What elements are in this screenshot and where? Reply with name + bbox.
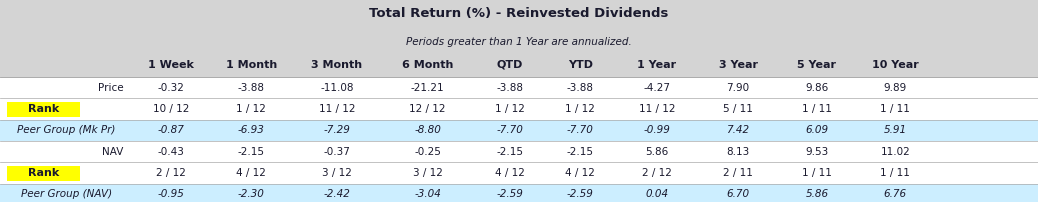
Text: 1 / 11: 1 / 11 (802, 104, 831, 114)
Text: 3 Year: 3 Year (718, 60, 758, 69)
Text: Periods greater than 1 Year are annualized.: Periods greater than 1 Year are annualiz… (406, 37, 632, 47)
Text: 1 / 11: 1 / 11 (802, 168, 831, 178)
Text: 3 / 12: 3 / 12 (322, 168, 352, 178)
Text: -0.87: -0.87 (158, 125, 185, 135)
Text: -6.93: -6.93 (238, 125, 265, 135)
Text: -0.95: -0.95 (158, 189, 185, 200)
Text: 2 / 11: 2 / 11 (723, 168, 753, 178)
Text: Rank: Rank (28, 168, 59, 178)
Bar (0, 98, 1038, 120)
Bar (6, 166, 80, 181)
Text: -3.88: -3.88 (238, 83, 265, 93)
Text: -3.04: -3.04 (414, 189, 441, 200)
Text: 4 / 12: 4 / 12 (495, 168, 524, 178)
Text: -21.21: -21.21 (411, 83, 444, 93)
Bar (0, 141, 1038, 162)
Text: -0.99: -0.99 (644, 125, 671, 135)
Text: -7.70: -7.70 (496, 125, 523, 135)
Text: 7.90: 7.90 (727, 83, 749, 93)
Text: 5.91: 5.91 (883, 125, 907, 135)
Text: 0.04: 0.04 (646, 189, 668, 200)
Text: QTD: QTD (496, 60, 523, 69)
Text: YTD: YTD (568, 60, 593, 69)
Bar (0, 0, 1038, 33)
Text: 1 Month: 1 Month (225, 60, 277, 69)
Text: 3 Month: 3 Month (311, 60, 362, 69)
Text: 2 / 12: 2 / 12 (643, 168, 672, 178)
Text: 5.86: 5.86 (805, 189, 828, 200)
Text: -0.25: -0.25 (414, 147, 441, 157)
Text: 1 Year: 1 Year (637, 60, 677, 69)
Text: -2.30: -2.30 (238, 189, 265, 200)
Bar (0, 184, 1038, 202)
Text: -2.59: -2.59 (567, 189, 594, 200)
Bar (0, 33, 1038, 52)
Text: 11.02: 11.02 (880, 147, 910, 157)
Text: Total Return (%) - Reinvested Dividends: Total Return (%) - Reinvested Dividends (370, 7, 668, 20)
Text: 1 / 12: 1 / 12 (237, 104, 266, 114)
Text: 11 / 12: 11 / 12 (319, 104, 355, 114)
Bar (0, 52, 1038, 77)
Text: 6.70: 6.70 (727, 189, 749, 200)
Text: 5 Year: 5 Year (797, 60, 837, 69)
Text: 10 / 12: 10 / 12 (153, 104, 190, 114)
Text: 9.53: 9.53 (805, 147, 828, 157)
Text: -3.88: -3.88 (567, 83, 594, 93)
Text: 1 / 11: 1 / 11 (880, 104, 910, 114)
Text: 1 / 11: 1 / 11 (880, 168, 910, 178)
Text: 1 Week: 1 Week (148, 60, 194, 69)
Text: -2.15: -2.15 (238, 147, 265, 157)
Text: 6 Month: 6 Month (402, 60, 454, 69)
Text: 9.89: 9.89 (883, 83, 907, 93)
Text: -11.08: -11.08 (320, 83, 354, 93)
Text: 10 Year: 10 Year (872, 60, 919, 69)
Text: -2.15: -2.15 (567, 147, 594, 157)
Text: -7.70: -7.70 (567, 125, 594, 135)
Bar (0, 77, 1038, 98)
Text: -2.15: -2.15 (496, 147, 523, 157)
Text: 9.86: 9.86 (805, 83, 828, 93)
Text: 12 / 12: 12 / 12 (409, 104, 446, 114)
Text: -3.88: -3.88 (496, 83, 523, 93)
Text: Rank: Rank (28, 104, 59, 114)
Text: 4 / 12: 4 / 12 (237, 168, 266, 178)
Text: -2.59: -2.59 (496, 189, 523, 200)
Text: 8.13: 8.13 (727, 147, 749, 157)
Text: 6.76: 6.76 (883, 189, 907, 200)
Text: -8.80: -8.80 (414, 125, 441, 135)
Text: 3 / 12: 3 / 12 (413, 168, 442, 178)
Text: 1 / 12: 1 / 12 (495, 104, 524, 114)
Text: 1 / 12: 1 / 12 (566, 104, 595, 114)
Text: 6.09: 6.09 (805, 125, 828, 135)
Text: Price: Price (98, 83, 124, 93)
Text: 2 / 12: 2 / 12 (157, 168, 186, 178)
Text: 11 / 12: 11 / 12 (638, 104, 676, 114)
Text: -4.27: -4.27 (644, 83, 671, 93)
Text: -0.43: -0.43 (158, 147, 185, 157)
Text: -0.32: -0.32 (158, 83, 185, 93)
Text: 7.42: 7.42 (727, 125, 749, 135)
Text: 5 / 11: 5 / 11 (723, 104, 753, 114)
Bar (6, 102, 80, 117)
Text: Peer Group (NAV): Peer Group (NAV) (21, 189, 112, 200)
Text: 5.86: 5.86 (646, 147, 668, 157)
Bar (0, 162, 1038, 184)
Text: -7.29: -7.29 (324, 125, 350, 135)
Text: -2.42: -2.42 (324, 189, 350, 200)
Bar (0, 120, 1038, 141)
Text: -0.37: -0.37 (324, 147, 350, 157)
Text: NAV: NAV (102, 147, 124, 157)
Text: Peer Group (Mk Pr): Peer Group (Mk Pr) (18, 125, 115, 135)
Text: 4 / 12: 4 / 12 (566, 168, 595, 178)
